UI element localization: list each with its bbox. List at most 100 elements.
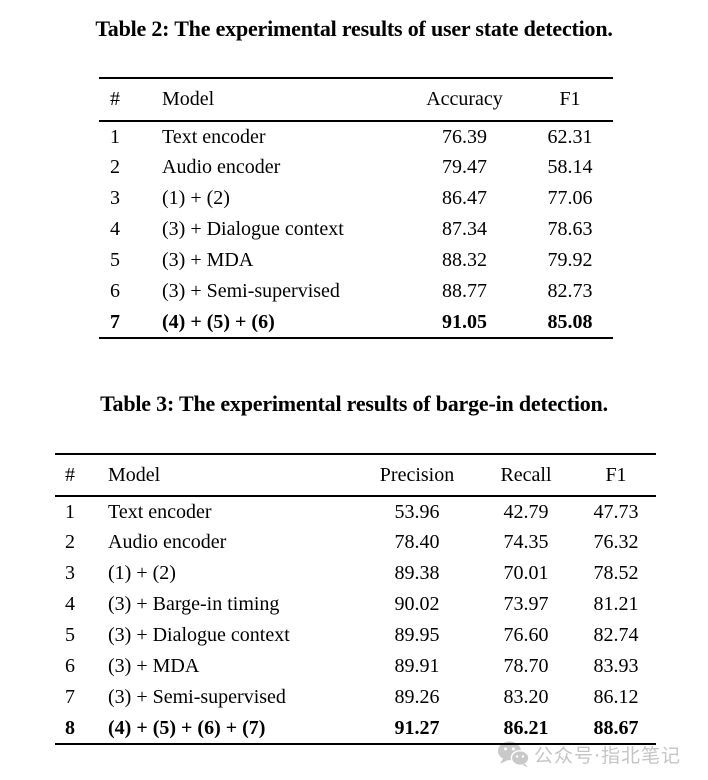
value-cell: 74.35: [503, 531, 549, 553]
column-header-num: #: [99, 78, 162, 122]
model-cell: Text encoder: [108, 500, 212, 523]
value-cell: 87.34: [442, 218, 487, 240]
value-cell: 91.27: [394, 716, 440, 739]
value-cell: 89.95: [394, 624, 440, 646]
value-cell: 89.38: [394, 562, 440, 584]
table-row: 3 (1) + (2) 89.38 70.01 78.52: [55, 558, 656, 589]
value-cell: 78.52: [593, 562, 639, 584]
table3-caption: Table 3: The experimental results of bar…: [100, 391, 608, 416]
value-cell: 76.32: [593, 531, 639, 553]
table-row: 7 (4) + (5) + (6) 91.05 85.08: [99, 307, 613, 338]
model-cell: (1) + (2): [108, 562, 176, 584]
table-row: 3 (1) + (2) 86.47 77.06: [99, 183, 613, 214]
row-number-cell: 1: [110, 125, 120, 148]
value-cell: 73.97: [503, 593, 549, 615]
model-cell: (3) + MDA: [162, 249, 254, 271]
table-row: 8 (4) + (5) + (6) + (7) 91.27 86.21 88.67: [55, 713, 656, 744]
value-cell: 82.73: [547, 280, 593, 302]
value-cell: 88.32: [442, 249, 487, 271]
value-cell: 91.05: [442, 310, 487, 333]
column-header-accuracy: Accuracy: [402, 78, 527, 122]
row-number-cell: 4: [65, 593, 75, 615]
table-row: 6 (3) + MDA 89.91 78.70 83.93: [55, 651, 656, 682]
table-row: 5 (3) + Dialogue context 89.95 76.60 82.74: [55, 620, 656, 651]
model-cell: (1) + (2): [162, 187, 230, 209]
row-number-cell: 7: [65, 686, 75, 708]
value-cell: 77.06: [547, 187, 593, 209]
row-number-cell: 2: [110, 156, 120, 178]
value-cell: 76.60: [503, 624, 549, 646]
column-header-num: #: [55, 454, 108, 497]
value-cell: 83.20: [503, 686, 549, 708]
value-cell: 89.26: [394, 686, 440, 708]
row-number-cell: 8: [65, 716, 75, 739]
value-cell: 78.70: [503, 655, 549, 677]
row-number-cell: 4: [110, 218, 120, 240]
value-cell: 88.67: [593, 716, 639, 739]
value-cell: 86.47: [442, 187, 487, 209]
model-cell: Text encoder: [162, 125, 266, 148]
value-cell: 79.47: [442, 156, 487, 178]
value-cell: 47.73: [593, 500, 639, 523]
value-cell: 79.92: [547, 249, 593, 271]
value-cell: 86.12: [593, 686, 639, 708]
row-number-cell: 2: [65, 531, 75, 553]
wechat-icon: [497, 740, 529, 768]
value-cell: 78.40: [394, 531, 440, 553]
table3-header-row: # Model Precision Recall F1: [55, 454, 656, 497]
value-cell: 82.74: [593, 624, 639, 646]
model-cell: (4) + (5) + (6) + (7): [108, 716, 266, 739]
table3: # Model Precision Recall F1 1 Text encoder 53.…: [55, 453, 656, 745]
table-row: 1 Text encoder 53.96 42.79 47.73: [55, 496, 656, 527]
table2-caption: Table 2: The experimental results of use…: [95, 16, 613, 41]
table-row: 1 Text encoder 76.39 62.31: [99, 121, 613, 152]
model-cell: (3) + Semi-supervised: [162, 280, 340, 302]
table-row: 4 (3) + Dialogue context 87.34 78.63: [99, 214, 613, 245]
table-row: 2 Audio encoder 78.40 74.35 76.32: [55, 527, 656, 558]
model-cell: (3) + Semi-supervised: [108, 686, 286, 708]
model-cell: (3) + Barge-in timing: [108, 593, 280, 615]
value-cell: 76.39: [442, 125, 487, 148]
column-header-model: Model: [162, 78, 402, 122]
row-number-cell: 3: [65, 562, 75, 584]
value-cell: 78.63: [547, 218, 593, 240]
watermark: 公众号·指北笔记: [497, 739, 681, 769]
value-cell: 85.08: [547, 310, 593, 333]
value-cell: 83.93: [593, 655, 639, 677]
column-header-model: Model: [108, 454, 358, 497]
model-cell: Audio encoder: [162, 156, 281, 178]
value-cell: 90.02: [394, 593, 440, 615]
table-row: 2 Audio encoder 79.47 58.14: [99, 152, 613, 183]
column-header-precision: Precision: [358, 454, 476, 497]
value-cell: 88.77: [442, 280, 487, 302]
model-cell: (3) + Dialogue context: [108, 624, 290, 646]
model-cell: (4) + (5) + (6): [162, 310, 275, 333]
value-cell: 58.14: [547, 156, 593, 178]
table2: # Model Accuracy F1 1 Text encoder 76.39 62.31…: [99, 77, 613, 339]
value-cell: 70.01: [503, 562, 549, 584]
value-cell: 86.21: [503, 716, 549, 739]
row-number-cell: 5: [65, 624, 75, 646]
table-row: 7 (3) + Semi-supervised 89.26 83.20 86.12: [55, 682, 656, 713]
column-header-recall: Recall: [476, 454, 576, 497]
row-number-cell: 3: [110, 187, 120, 209]
value-cell: 89.91: [394, 655, 440, 677]
column-header-f1: F1: [576, 454, 656, 497]
table2-header-row: # Model Accuracy F1: [99, 78, 613, 122]
model-cell: Audio encoder: [108, 531, 227, 553]
model-cell: (3) + MDA: [108, 655, 200, 677]
row-number-cell: 6: [110, 280, 120, 302]
table-row: 6 (3) + Semi-supervised 88.77 82.73: [99, 276, 613, 307]
table-row: 4 (3) + Barge-in timing 90.02 73.97 81.21: [55, 589, 656, 620]
row-number-cell: 7: [110, 310, 120, 333]
column-header-f1: F1: [527, 78, 613, 122]
value-cell: 53.96: [394, 500, 440, 523]
row-number-cell: 5: [110, 249, 120, 271]
table-row: 5 (3) + MDA 88.32 79.92: [99, 245, 613, 276]
row-number-cell: 1: [65, 500, 75, 523]
row-number-cell: 6: [65, 655, 75, 677]
value-cell: 42.79: [503, 500, 549, 523]
model-cell: (3) + Dialogue context: [162, 218, 344, 240]
value-cell: 62.31: [547, 125, 593, 148]
